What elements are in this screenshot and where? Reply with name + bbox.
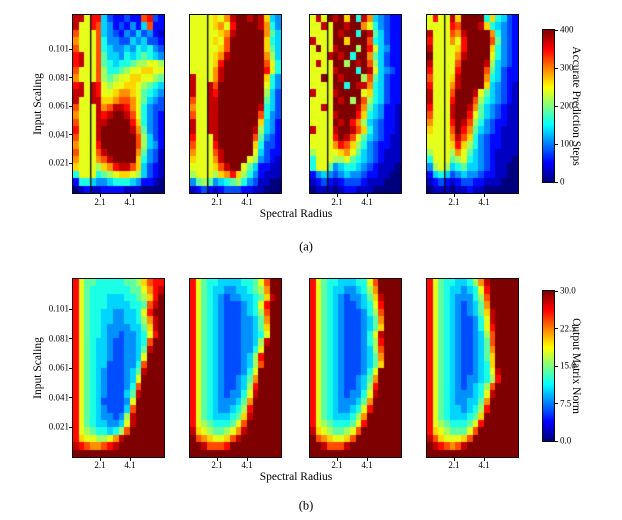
x-tick-label: 2.1 (211, 197, 223, 207)
y-tick-mark (69, 397, 73, 398)
x-tick-mark (100, 194, 101, 197)
x-tick-mark (484, 458, 485, 461)
y-tick-label: 0.081 (48, 72, 69, 82)
colorbar-tick-label: 30.0 (560, 285, 576, 296)
x-tick-mark (217, 458, 218, 461)
x-tick-mark (130, 458, 131, 461)
colorbar-tick-label: 100 (560, 138, 574, 149)
x-tick-mark (100, 458, 101, 461)
colorbar-tick-label: 15.0 (560, 360, 576, 371)
y-tick-label: 0.101 (48, 43, 69, 54)
heatmap-b3 (309, 278, 402, 458)
colorbar-tick-mark (555, 29, 558, 31)
heatmap-a4 (426, 14, 519, 194)
y-tick-label: 0.101 (48, 303, 69, 314)
colorbar-tick-label: 22.5 (560, 323, 576, 333)
y-tick-label: 0.041 (48, 129, 69, 139)
x-tick-mark (337, 458, 338, 461)
colorbar-tick-mark (555, 328, 558, 329)
x-tick-label: 4.1 (124, 197, 136, 207)
y-tick-label: 0.081 (48, 333, 69, 343)
heatmap-b4 (426, 278, 519, 458)
y-tick-mark (69, 426, 73, 428)
x-tick-mark (130, 194, 131, 197)
x-tick-label: 4.1 (124, 460, 136, 470)
heatmap-a2 (189, 14, 282, 194)
y-tick-label: 0.061 (48, 362, 69, 373)
x-tick-label: 4.1 (241, 197, 253, 207)
x-tick-label: 4.1 (361, 460, 373, 470)
colorbar-tick-mark (555, 143, 558, 145)
x-tick-mark (454, 458, 455, 461)
x-tick-mark (367, 458, 368, 461)
y-tick-mark (69, 367, 73, 369)
colorbar-label-b: Output Matrix Norm (570, 318, 582, 414)
x-tick-label: 4.1 (478, 460, 490, 470)
x-tick-label: 2.1 (94, 197, 106, 207)
y-tick-mark (69, 162, 73, 164)
x-tick-label: 2.1 (448, 197, 460, 207)
y-axis-label-b: Input Scaling (32, 337, 44, 399)
heatmap-a1 (72, 14, 165, 194)
colorbar-tick-label: 7.5 (560, 398, 572, 408)
heatmap-b1 (72, 278, 165, 458)
x-axis-label-b: Spectral Radius (259, 471, 333, 483)
y-tick-mark (69, 105, 73, 107)
y-tick-label: 0.061 (48, 100, 69, 111)
y-tick-mark (69, 308, 73, 310)
x-tick-label: 4.1 (241, 460, 253, 470)
y-tick-label: 0.041 (48, 392, 69, 402)
x-tick-mark (454, 194, 455, 197)
caption-b: (b) (298, 498, 314, 513)
heatmap-b2 (189, 278, 282, 458)
colorbar-tick-mark (555, 67, 558, 69)
y-tick-mark (69, 48, 73, 50)
colorbar-tick-mark (555, 440, 558, 442)
colorbar-tick-mark (555, 105, 558, 107)
y-tick-mark (69, 338, 73, 339)
colorbar-tick-label: 200 (560, 100, 574, 111)
y-axis-label-a: Input Scaling (32, 73, 44, 135)
x-tick-label: 2.1 (94, 460, 106, 470)
x-tick-label: 2.1 (211, 460, 223, 470)
heatmap-a3 (309, 14, 402, 194)
colorbar-tick-mark (555, 403, 558, 404)
colorbar-b (542, 290, 555, 442)
caption-a: (a) (299, 239, 313, 254)
colorbar-a (542, 29, 555, 183)
x-tick-label: 4.1 (478, 197, 490, 207)
x-tick-label: 2.1 (331, 460, 343, 470)
x-tick-mark (247, 458, 248, 461)
x-tick-mark (484, 194, 485, 197)
x-tick-label: 4.1 (361, 197, 373, 207)
x-tick-mark (367, 194, 368, 197)
colorbar-tick-mark (555, 290, 558, 292)
x-tick-mark (217, 194, 218, 197)
colorbar-tick-mark (555, 365, 558, 367)
y-tick-mark (69, 134, 73, 135)
colorbar-label-a: Accurate Prediction Steps (570, 46, 582, 166)
colorbar-tick-label: 0 (560, 176, 565, 187)
colorbar-tick-mark (555, 181, 558, 183)
x-tick-label: 2.1 (448, 460, 460, 470)
y-tick-label: 0.021 (48, 421, 69, 432)
colorbar-tick-label: 0.0 (560, 435, 572, 446)
colorbar-tick-label: 300 (560, 62, 574, 73)
x-axis-label-a: Spectral Radius (259, 208, 333, 220)
x-tick-mark (337, 194, 338, 197)
colorbar-tick-label: 400 (560, 24, 574, 35)
x-tick-label: 2.1 (331, 197, 343, 207)
x-tick-mark (247, 194, 248, 197)
y-tick-label: 0.021 (48, 157, 69, 168)
y-tick-mark (69, 77, 73, 78)
